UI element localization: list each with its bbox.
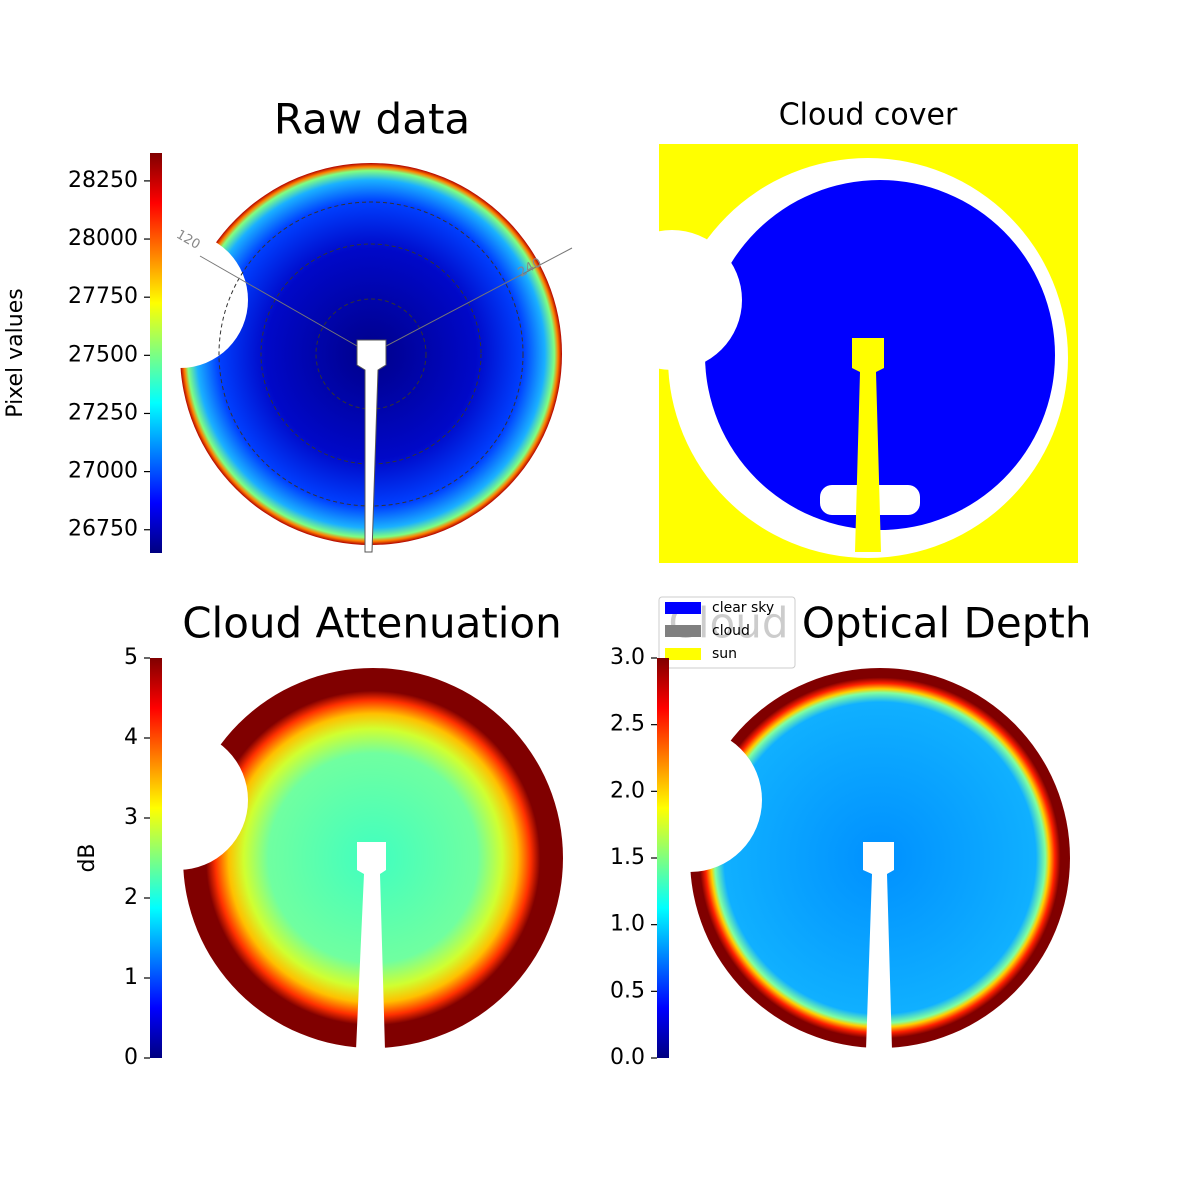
colorbar-tick-label: 1 bbox=[124, 965, 138, 990]
colorbar-tick-label: 5 bbox=[124, 645, 138, 670]
colorbar-tick-label: 28250 bbox=[68, 168, 138, 193]
colorbar-tick-label: 4 bbox=[124, 725, 138, 750]
panel-title: Cloud cover bbox=[779, 98, 958, 133]
colorbar-tick-label: 1.5 bbox=[610, 845, 645, 870]
colorbar-label: dB bbox=[75, 843, 100, 872]
colorbar-label: Pixel values bbox=[3, 288, 28, 417]
legend-swatch bbox=[665, 602, 701, 614]
panel-title: Cloud Attenuation bbox=[182, 599, 562, 648]
colorbar-tick-label: 26750 bbox=[68, 517, 138, 542]
colorbar-tick-label: 2.5 bbox=[610, 712, 645, 737]
legend-swatch bbox=[665, 648, 701, 660]
raw-image: 120 240 bbox=[112, 163, 573, 553]
legend-label: cloud bbox=[712, 623, 750, 639]
legend-swatch bbox=[665, 625, 701, 637]
optical-depth-image bbox=[618, 668, 1070, 1050]
panel-title: Raw data bbox=[274, 95, 470, 144]
colorbar-tick-label: 2 bbox=[124, 885, 138, 910]
colorbar-tick-label: 27000 bbox=[68, 459, 138, 484]
legend-label: sun bbox=[712, 646, 737, 662]
colorbar-tick-label: 3 bbox=[124, 805, 138, 830]
colorbar-tick-label: 27500 bbox=[68, 342, 138, 367]
colorbar-tick-label: 0.5 bbox=[610, 978, 645, 1003]
colorbar-tick-label: 0.0 bbox=[610, 1045, 645, 1070]
colorbar-tick-label: 1.0 bbox=[610, 912, 645, 937]
cloud-cover-image bbox=[602, 144, 1078, 563]
colorbar-tick-label: 2.0 bbox=[610, 778, 645, 803]
colorbar-tick-label: 27750 bbox=[68, 284, 138, 309]
colorbar bbox=[150, 658, 162, 1058]
attenuation-image bbox=[108, 668, 563, 1050]
colorbar bbox=[150, 153, 162, 553]
colorbar-tick-label: 0 bbox=[124, 1045, 138, 1070]
legend-label: clear sky bbox=[712, 600, 774, 616]
colorbar-tick-label: 27250 bbox=[68, 400, 138, 425]
colorbar-tick-label: 3.0 bbox=[610, 645, 645, 670]
colorbar-tick-label: 28000 bbox=[68, 226, 138, 251]
colorbar bbox=[657, 658, 669, 1058]
